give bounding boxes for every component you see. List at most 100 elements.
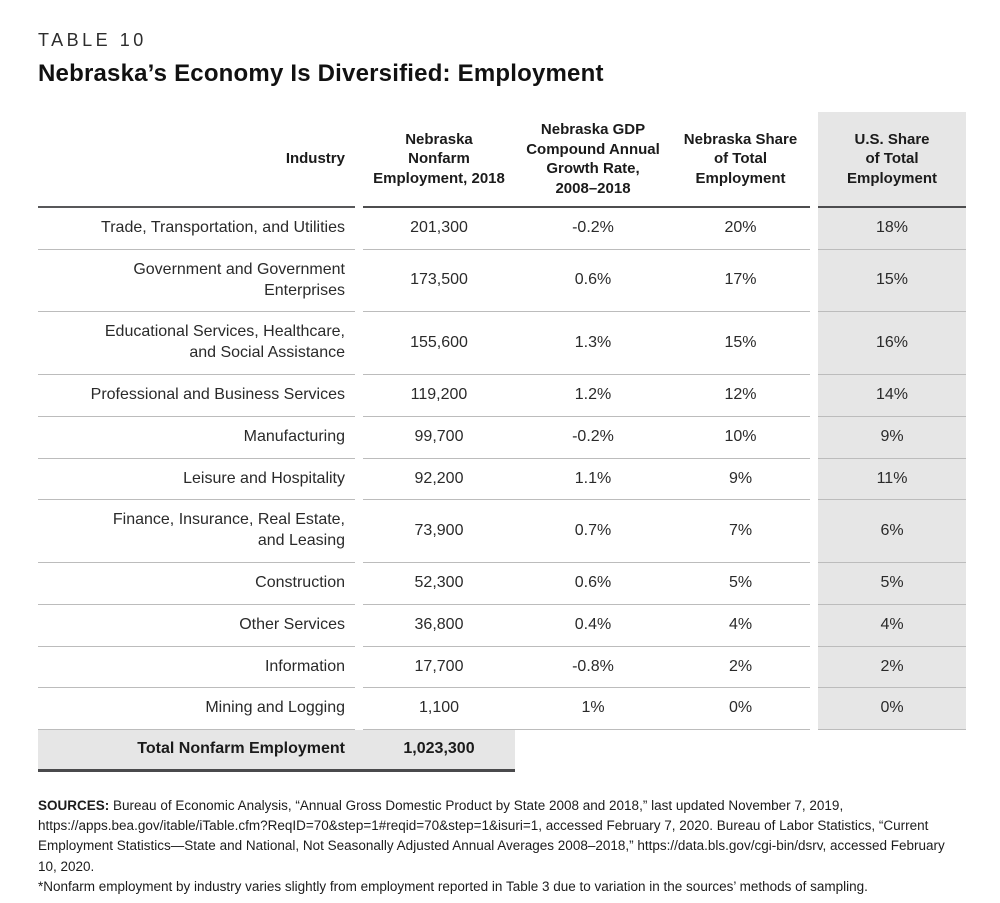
column-gap bbox=[810, 500, 818, 563]
column-gap bbox=[355, 500, 363, 563]
table-row: Other Services 36,800 0.4% 4% 4% bbox=[38, 604, 966, 647]
nebraska-share-cell: 10% bbox=[671, 416, 810, 459]
industry-cell: Information bbox=[38, 646, 355, 689]
column-gap bbox=[355, 688, 363, 730]
table-row: Construction 52,300 0.6% 5% 5% bbox=[38, 562, 966, 605]
us-share-cell: 5% bbox=[818, 562, 966, 605]
employment-cell: 99,700 bbox=[363, 416, 515, 459]
employment-cell: 201,300 bbox=[363, 207, 515, 250]
table-row: Manufacturing 99,700 -0.2% 10% 9% bbox=[38, 416, 966, 459]
column-gap bbox=[810, 646, 818, 688]
growth-rate-cell: 1.1% bbox=[515, 458, 671, 501]
us-share-cell: 6% bbox=[818, 499, 966, 563]
table-header: Industry Nebraska Nonfarm Employment, 20… bbox=[38, 112, 966, 208]
total-row: Total Nonfarm Employment 1,023,300 bbox=[38, 729, 966, 772]
nebraska-share-cell: 15% bbox=[671, 311, 810, 375]
nebraska-share-cell: 17% bbox=[671, 249, 810, 313]
industry-cell: Leisure and Hospitality bbox=[38, 458, 355, 501]
us-share-cell: 11% bbox=[818, 458, 966, 501]
column-gap bbox=[810, 730, 818, 771]
us-share-cell: 0% bbox=[818, 687, 966, 731]
industry-cell: Manufacturing bbox=[38, 416, 355, 459]
growth-rate-cell: 0.6% bbox=[515, 562, 671, 605]
us-share-cell: 16% bbox=[818, 311, 966, 375]
industry-cell: Government and Government Enterprises bbox=[38, 249, 355, 313]
total-label: Total Nonfarm Employment bbox=[38, 729, 355, 772]
employment-table: Industry Nebraska Nonfarm Employment, 20… bbox=[38, 112, 966, 772]
industry-cell: Educational Services, Healthcare, and So… bbox=[38, 311, 355, 375]
industry-cell: Construction bbox=[38, 562, 355, 605]
total-gap bbox=[355, 729, 363, 772]
table-row: Professional and Business Services 119,20… bbox=[38, 374, 966, 417]
industry-cell: Professional and Business Services bbox=[38, 374, 355, 417]
sources-label: SOURCES: bbox=[38, 797, 110, 813]
table-row: Finance, Insurance, Real Estate, and Lea… bbox=[38, 499, 966, 563]
column-gap bbox=[810, 688, 818, 730]
column-gap bbox=[355, 112, 363, 207]
column-gap bbox=[355, 312, 363, 375]
column-gap bbox=[355, 249, 363, 312]
empty-cell bbox=[515, 730, 671, 771]
nebraska-share-cell: 7% bbox=[671, 499, 810, 563]
column-gap bbox=[810, 249, 818, 312]
industry-cell: Other Services bbox=[38, 604, 355, 647]
employment-cell: 173,500 bbox=[363, 249, 515, 313]
industry-cell: Trade, Transportation, and Utilities bbox=[38, 207, 355, 250]
nebraska-share-cell: 20% bbox=[671, 207, 810, 250]
column-header-us-share: U.S. Share of Total Employment bbox=[818, 112, 966, 208]
nebraska-share-cell: 5% bbox=[671, 562, 810, 605]
column-header-nonfarm-employment: Nebraska Nonfarm Employment, 2018 bbox=[363, 112, 515, 208]
column-gap bbox=[355, 646, 363, 688]
column-gap bbox=[355, 604, 363, 646]
column-gap bbox=[810, 562, 818, 604]
us-share-cell: 4% bbox=[818, 604, 966, 647]
us-share-cell: 18% bbox=[818, 207, 966, 250]
column-header-industry: Industry bbox=[38, 112, 355, 208]
table-row: Trade, Transportation, and Utilities 201,… bbox=[38, 207, 966, 250]
us-share-cell: 15% bbox=[818, 249, 966, 313]
column-gap bbox=[810, 207, 818, 249]
empty-cell bbox=[671, 730, 810, 771]
growth-rate-cell: 1.2% bbox=[515, 374, 671, 417]
table-row: Educational Services, Healthcare, and So… bbox=[38, 311, 966, 375]
table-row: Government and Government Enterprises 173… bbox=[38, 249, 966, 313]
growth-rate-cell: 0.4% bbox=[515, 604, 671, 647]
column-gap bbox=[810, 112, 818, 207]
column-gap bbox=[355, 207, 363, 249]
column-gap bbox=[810, 312, 818, 375]
header-row: Industry Nebraska Nonfarm Employment, 20… bbox=[38, 112, 966, 208]
total-employment-value: 1,023,300 bbox=[363, 729, 515, 772]
growth-rate-cell: 1% bbox=[515, 687, 671, 731]
column-gap bbox=[355, 416, 363, 458]
column-header-gdp-growth-rate: Nebraska GDP Compound Annual Growth Rate… bbox=[515, 112, 671, 208]
employment-cell: 1,100 bbox=[363, 687, 515, 731]
growth-rate-cell: 0.6% bbox=[515, 249, 671, 313]
nebraska-share-cell: 4% bbox=[671, 604, 810, 647]
sources-footnote: SOURCES: Bureau of Economic Analysis, “A… bbox=[38, 796, 966, 897]
us-share-cell: 9% bbox=[818, 416, 966, 459]
sources-text: Bureau of Economic Analysis, “Annual Gro… bbox=[38, 797, 945, 874]
sampling-note: *Nonfarm employment by industry varies s… bbox=[38, 878, 868, 894]
nebraska-share-cell: 2% bbox=[671, 646, 810, 689]
growth-rate-cell: 1.3% bbox=[515, 311, 671, 375]
table-row: Mining and Logging 1,100 1% 0% 0% bbox=[38, 687, 966, 731]
column-gap bbox=[355, 562, 363, 604]
employment-cell: 73,900 bbox=[363, 499, 515, 563]
growth-rate-cell: -0.2% bbox=[515, 416, 671, 459]
empty-cell bbox=[818, 730, 966, 771]
column-gap bbox=[810, 374, 818, 416]
nebraska-share-cell: 0% bbox=[671, 687, 810, 731]
employment-cell: 36,800 bbox=[363, 604, 515, 647]
employment-cell: 52,300 bbox=[363, 562, 515, 605]
table-row: Information 17,700 -0.8% 2% 2% bbox=[38, 646, 966, 689]
growth-rate-cell: -0.2% bbox=[515, 207, 671, 250]
column-gap bbox=[355, 458, 363, 500]
employment-cell: 92,200 bbox=[363, 458, 515, 501]
industry-cell: Finance, Insurance, Real Estate, and Lea… bbox=[38, 499, 355, 563]
column-gap bbox=[810, 604, 818, 646]
industry-cell: Mining and Logging bbox=[38, 687, 355, 731]
us-share-cell: 2% bbox=[818, 646, 966, 689]
table-title: Nebraska’s Economy Is Diversified: Emplo… bbox=[38, 60, 604, 87]
nebraska-share-cell: 12% bbox=[671, 374, 810, 417]
